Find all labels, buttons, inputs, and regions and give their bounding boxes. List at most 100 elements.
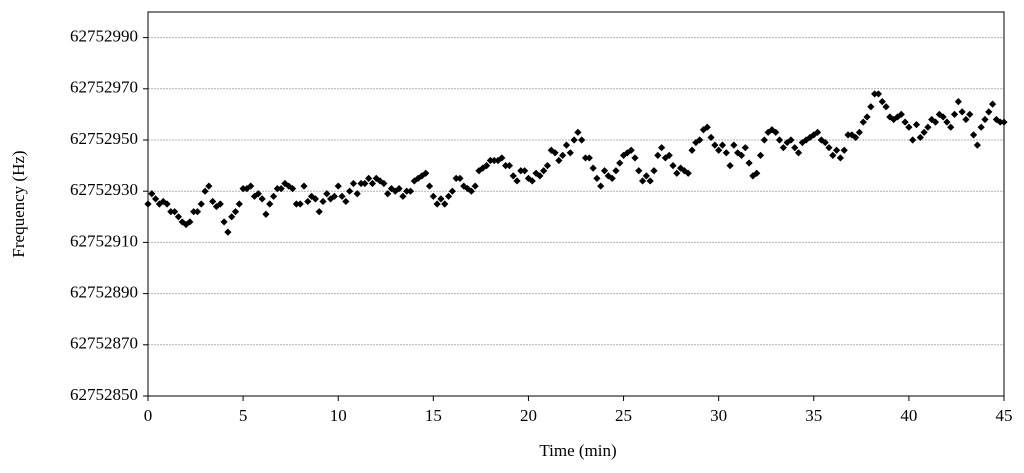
data-point <box>775 136 784 144</box>
data-point <box>791 144 799 152</box>
data-point <box>536 172 544 180</box>
data-point <box>433 200 441 208</box>
data-point <box>901 118 909 126</box>
data-point <box>574 128 582 136</box>
data-point <box>779 144 787 152</box>
data-point <box>346 187 354 195</box>
data-point <box>707 133 715 142</box>
data-point <box>258 195 266 203</box>
data-point <box>334 182 342 190</box>
data-point <box>209 197 217 206</box>
data-point <box>737 151 746 159</box>
data-point <box>551 149 559 157</box>
data-point <box>201 187 209 195</box>
data-point <box>943 118 951 126</box>
data-point <box>817 136 825 144</box>
data-point <box>262 210 270 218</box>
data-point <box>703 123 711 131</box>
data-point <box>239 185 247 193</box>
data-point <box>517 167 525 175</box>
data-point <box>840 146 848 154</box>
data-point <box>486 156 494 165</box>
data-point <box>829 151 837 159</box>
data-point <box>429 192 437 200</box>
data-point <box>688 146 696 154</box>
data-point <box>296 200 304 208</box>
data-point <box>677 164 685 172</box>
data-point <box>715 146 723 154</box>
y-tick-label: 62752870 <box>70 334 138 353</box>
data-point <box>380 179 388 188</box>
data-point <box>848 131 856 139</box>
data-point <box>684 169 692 177</box>
data-point <box>585 154 593 162</box>
data-point <box>247 182 255 190</box>
data-point <box>471 182 479 190</box>
data-point <box>338 192 346 200</box>
data-point <box>399 192 407 200</box>
data-point <box>753 169 761 177</box>
data-point <box>730 141 738 149</box>
y-tick-label: 62752970 <box>70 78 138 97</box>
x-axis-title: Time (min) <box>539 441 616 460</box>
data-point <box>833 146 841 154</box>
x-tick-label: 40 <box>900 406 917 425</box>
data-point <box>224 228 232 236</box>
data-point <box>460 182 468 190</box>
plot-frame <box>147 11 1005 397</box>
data-point <box>391 187 399 195</box>
data-point <box>494 156 502 165</box>
data-point <box>273 185 281 193</box>
data-point <box>852 133 860 142</box>
data-point <box>540 167 548 175</box>
data-point <box>228 213 236 221</box>
data-point <box>642 172 650 180</box>
data-point <box>349 179 358 188</box>
data-point <box>931 118 940 126</box>
data-point <box>220 218 228 226</box>
data-point <box>745 159 753 167</box>
y-tick-label: 62752990 <box>70 27 138 46</box>
data-point <box>361 179 369 188</box>
data-point <box>171 208 179 216</box>
data-point <box>304 197 312 206</box>
data-point <box>589 164 597 172</box>
data-point <box>973 141 981 149</box>
data-point <box>661 154 670 162</box>
data-point <box>760 136 768 144</box>
data-point <box>616 159 624 167</box>
data-point <box>905 123 913 131</box>
data-point <box>813 128 822 136</box>
x-tick-label: 15 <box>425 406 442 425</box>
data-point <box>502 162 510 170</box>
data-point <box>920 128 928 136</box>
data-point <box>581 154 590 162</box>
y-axis-title: Frequency (Hz) <box>9 150 28 257</box>
data-point <box>353 190 361 198</box>
y-tick-label: 62752930 <box>70 180 138 199</box>
data-point <box>612 167 620 175</box>
data-point <box>441 200 449 208</box>
data-point <box>897 110 905 118</box>
data-point <box>186 218 194 226</box>
data-point <box>357 179 365 188</box>
data-point <box>600 167 609 175</box>
data-point <box>482 162 491 170</box>
data-point <box>909 136 917 144</box>
data-point <box>323 190 331 198</box>
data-point <box>722 149 730 157</box>
x-tick-label: 20 <box>520 406 537 425</box>
y-tick-label: 62752850 <box>70 385 138 404</box>
data-point <box>646 177 654 185</box>
data-point <box>448 187 456 195</box>
data-point <box>197 200 205 208</box>
data-point <box>505 162 514 170</box>
data-point <box>886 113 894 121</box>
data-point <box>311 195 319 203</box>
data-point <box>619 151 628 159</box>
y-tick-label: 62752890 <box>70 283 138 302</box>
data-point <box>425 182 434 190</box>
data-point <box>167 208 175 216</box>
data-point <box>498 154 506 162</box>
